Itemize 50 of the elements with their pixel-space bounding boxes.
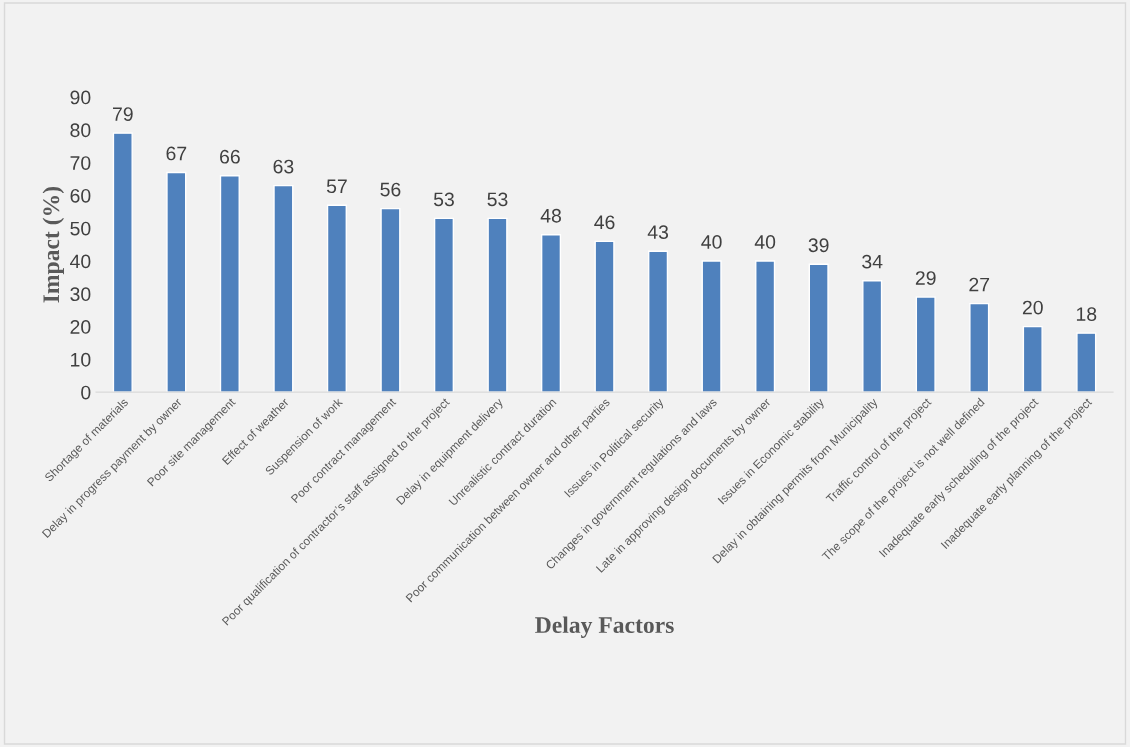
data-label: 67 — [166, 146, 187, 161]
bar — [701, 260, 722, 393]
bar — [112, 132, 133, 393]
data-label: 43 — [647, 225, 669, 240]
data-label: 40 — [701, 235, 722, 249]
data-label: 57 — [326, 179, 347, 194]
bar — [808, 263, 829, 393]
data-label: 53 — [433, 192, 454, 207]
data-label: 63 — [273, 159, 294, 174]
y-tick-label: 10 — [71, 352, 91, 367]
y-axis-title: Impact (%) — [42, 186, 65, 303]
data-label: 53 — [487, 192, 508, 207]
bar — [487, 217, 508, 393]
data-label: 18 — [1076, 307, 1097, 321]
data-label: 40 — [754, 235, 776, 249]
bar — [219, 175, 240, 393]
data-label: 48 — [540, 208, 561, 223]
data-label: 27 — [969, 277, 990, 292]
data-label: 20 — [1022, 300, 1043, 315]
data-label: 79 — [113, 107, 133, 121]
bar — [594, 240, 615, 393]
y-tick-label: 90 — [70, 90, 91, 105]
bar — [326, 204, 347, 393]
bar — [380, 207, 401, 393]
bar — [1022, 325, 1043, 393]
bar — [969, 302, 990, 393]
y-tick-label: 80 — [70, 123, 91, 138]
bar — [862, 280, 883, 393]
bar — [755, 260, 776, 393]
y-tick-label: 20 — [70, 320, 91, 334]
bar — [273, 184, 294, 393]
bar — [166, 171, 187, 393]
y-tick-label: 0 — [81, 385, 91, 400]
data-label: 66 — [220, 149, 240, 164]
data-label: 39 — [808, 238, 829, 253]
y-tick-label: 50 — [70, 221, 91, 236]
bar — [433, 217, 455, 393]
data-label: 34 — [862, 254, 883, 269]
y-tick-label: 30 — [70, 287, 91, 302]
data-label: 29 — [915, 271, 936, 285]
bar — [1076, 332, 1097, 393]
bar — [540, 234, 562, 393]
x-axis-title: Delay Factors — [535, 616, 674, 638]
y-tick-label: 70 — [70, 156, 91, 170]
data-label: 46 — [594, 215, 615, 230]
y-tick-label: 40 — [70, 254, 91, 269]
data-label: 56 — [380, 182, 401, 197]
bar — [648, 250, 669, 393]
bar — [915, 296, 936, 393]
y-tick-label: 60 — [70, 188, 91, 203]
